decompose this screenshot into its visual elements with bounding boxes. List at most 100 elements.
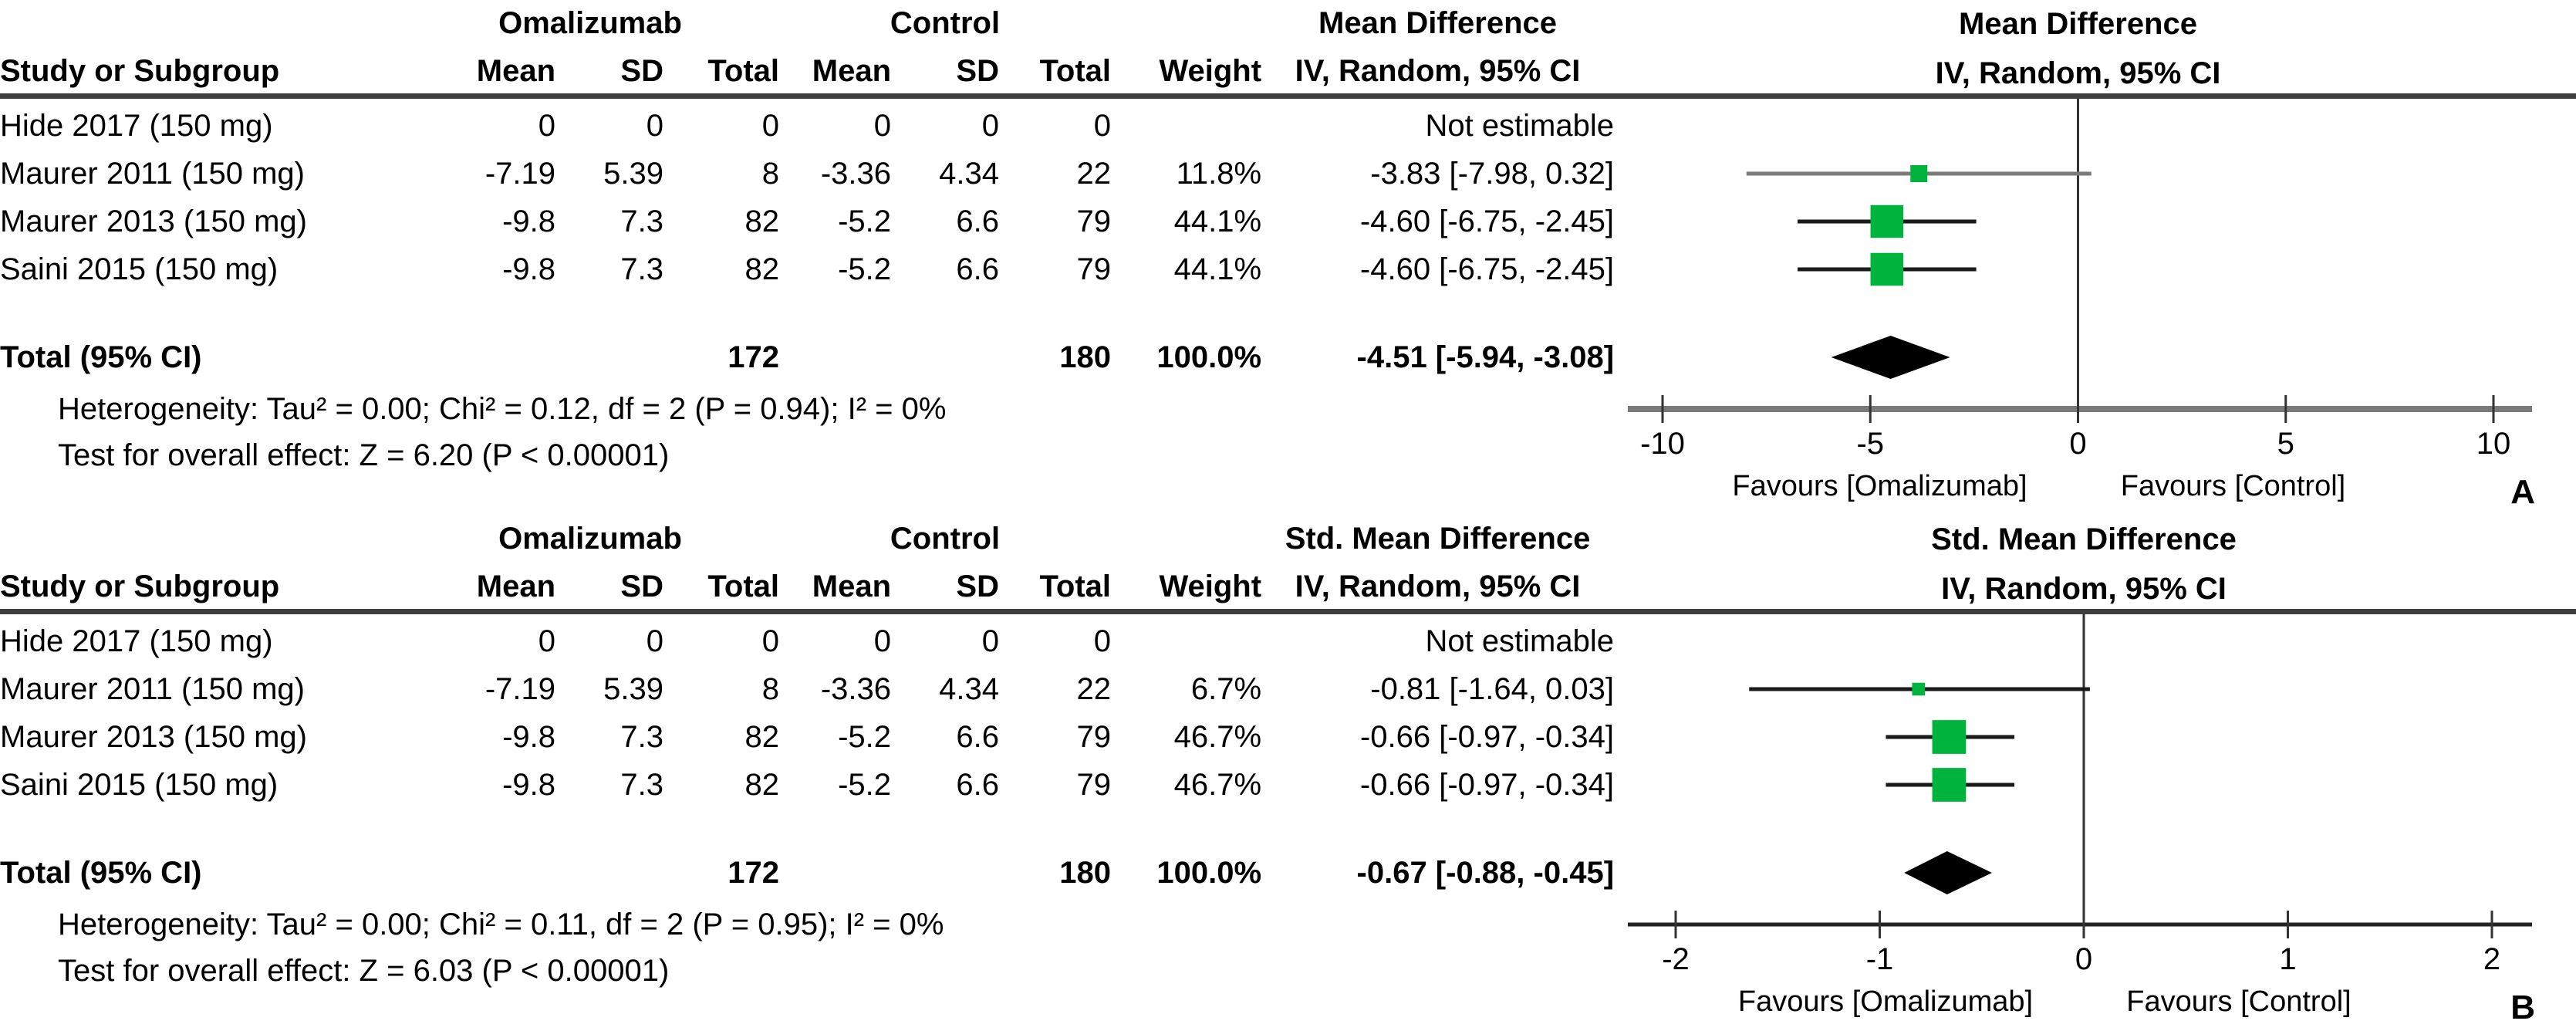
control-sd: 0: [981, 109, 999, 143]
favours-right-label: Favours [Control]: [2121, 470, 2345, 502]
favours-left-label: Favours [Omalizumab]: [1732, 470, 2027, 502]
treatment-group-header: Omalizumab: [498, 6, 682, 40]
study-row: Saini 2015 (150 mg) -9.8 7.3 82 -5.2 6.6…: [0, 245, 1614, 293]
effect-square: [1912, 682, 1926, 696]
heterogeneity-line: Heterogeneity: Tau² = 0.00; Chi² = 0.11,…: [58, 908, 944, 941]
study-label: Maurer 2011 (150 mg): [0, 157, 305, 191]
col-header-sd2: SD: [956, 54, 999, 88]
col-header-mean2: Mean: [812, 54, 891, 88]
axis-tick-label: -5: [1856, 427, 1884, 461]
col-header-total1: Total: [707, 54, 779, 88]
group-header-row: Omalizumab Control Mean Difference: [0, 0, 1614, 46]
treatment-sd: 0: [646, 624, 663, 658]
control-sd: 4.34: [939, 157, 999, 191]
treatment-sd: 7.3: [620, 720, 663, 754]
ci-text: -3.83 [-7.98, 0.32]: [1370, 157, 1615, 191]
axis-tick-label: 0: [2075, 942, 2092, 976]
effect-square: [1932, 768, 1967, 802]
meta-analysis-table-b: Omalizumab Control Std. Mean Difference …: [0, 516, 1614, 897]
effect-square: [1870, 252, 1904, 286]
panel-b: Omalizumab Control Std. Mean Difference …: [0, 516, 2576, 1031]
control-mean: 0: [873, 624, 891, 658]
treatment-mean: -7.19: [484, 157, 555, 191]
treatment-total: 0: [761, 109, 779, 143]
control-group-header: Control: [890, 522, 1001, 556]
axis-tick-label: -1: [1866, 942, 1894, 976]
panel-letter: A: [2510, 473, 2535, 511]
weight-value: 6.7%: [1190, 672, 1262, 706]
favours-left-label: Favours [Omalizumab]: [1738, 985, 2033, 1018]
treatment-mean: -7.19: [484, 672, 555, 706]
col-header-ci: IV, Random, 95% CI: [1295, 570, 1581, 603]
treatment-total: 82: [744, 205, 780, 238]
total-weight: 100.0%: [1156, 856, 1262, 890]
summary-diamond: [1831, 336, 1950, 379]
study-row: Saini 2015 (150 mg) -9.8 7.3 82 -5.2 6.6…: [0, 761, 1614, 809]
treatment-mean: 0: [538, 109, 555, 143]
weight-value: [1111, 102, 1261, 150]
treatment-total: 82: [744, 768, 780, 802]
forest-plot-a: Mean Difference IV, Random, 95% CI -10 -5 0 5…: [1628, 7, 2535, 511]
weight-value: 46.7%: [1173, 768, 1262, 802]
col-header-mean1: Mean: [476, 54, 555, 88]
forest-plot-b: Std. Mean Difference IV, Random, 95% CI -2…: [1628, 522, 2535, 1026]
column-header-row: Study or Subgroup Mean SD Total Mean SD …: [0, 46, 1614, 96]
treatment-mean: -9.8: [502, 205, 555, 238]
control-sd: 4.34: [939, 672, 999, 706]
weight-value: [1111, 617, 1261, 665]
total-row: Total (95% CI) 172 180 100.0% -0.67 [-0.…: [0, 849, 1614, 897]
control-total: 22: [1076, 157, 1112, 191]
ci-text: -4.60 [-6.75, -2.45]: [1359, 252, 1615, 286]
ci-text: Not estimable: [1425, 624, 1615, 658]
overall-effect-line: Test for overall effect: Z = 6.03 (P < 0…: [58, 954, 670, 988]
treatment-group-header: Omalizumab: [498, 522, 682, 556]
control-total: 79: [1076, 720, 1112, 754]
study-label: Hide 2017 (150 mg): [0, 624, 273, 658]
control-sd: 6.6: [956, 205, 999, 238]
col-header-study: Study or Subgroup: [0, 570, 280, 603]
control-total: 79: [1076, 768, 1112, 802]
col-header-total2: Total: [1039, 54, 1112, 88]
control-mean: -5.2: [838, 205, 891, 238]
col-header-ci: IV, Random, 95% CI: [1295, 54, 1581, 88]
col-header-total1: Total: [707, 570, 779, 603]
col-header-weight: Weight: [1159, 570, 1262, 603]
total-ci-text: -4.51 [-5.94, -3.08]: [1356, 340, 1615, 374]
study-row: Maurer 2013 (150 mg) -9.8 7.3 82 -5.2 6.…: [0, 198, 1614, 245]
control-sd: 0: [981, 624, 999, 658]
control-mean: 0: [873, 109, 891, 143]
weight-value: 11.8%: [1176, 157, 1262, 191]
control-total: 22: [1076, 672, 1112, 706]
control-sd: 6.6: [956, 768, 999, 802]
group-header-row: Omalizumab Control Std. Mean Difference: [0, 516, 1614, 562]
header-rule: [0, 609, 2576, 614]
control-mean: -5.2: [838, 252, 891, 286]
study-label: Maurer 2013 (150 mg): [0, 205, 307, 238]
spacer: [0, 293, 1614, 333]
control-sd: 6.6: [956, 252, 999, 286]
control-mean: -3.36: [820, 157, 891, 191]
header-rule: [0, 93, 2576, 99]
treatment-total: 8: [761, 672, 779, 706]
treatment-total: 0: [761, 624, 779, 658]
total-treatment-n: 172: [728, 340, 779, 374]
treatment-total: 82: [744, 252, 780, 286]
control-total: 0: [1093, 109, 1112, 143]
weight-value: 44.1%: [1173, 205, 1262, 238]
summary-diamond: [1904, 851, 1992, 894]
axis-tick-label: 5: [2277, 427, 2294, 461]
col-header-mean1: Mean: [476, 570, 555, 603]
study-row: Maurer 2013 (150 mg) -9.8 7.3 82 -5.2 6.…: [0, 713, 1614, 761]
plot-method-header: IV, Random, 95% CI: [1936, 56, 2221, 90]
treatment-mean: -9.8: [502, 252, 555, 286]
col-header-sd1: SD: [620, 570, 663, 603]
study-row: Hide 2017 (150 mg) 0 0 0 0 0 0 Not estim…: [0, 102, 1614, 150]
plot-method-header: IV, Random, 95% CI: [1941, 572, 2227, 606]
control-total: 79: [1076, 252, 1112, 286]
treatment-total: 82: [744, 720, 780, 754]
axis-tick-label: -10: [1640, 427, 1685, 461]
treatment-total: 8: [761, 157, 779, 191]
axis-tick-label: 10: [2476, 427, 2511, 461]
study-row: Hide 2017 (150 mg) 0 0 0 0 0 0 Not estim…: [0, 617, 1614, 665]
study-label: Saini 2015 (150 mg): [0, 768, 279, 802]
